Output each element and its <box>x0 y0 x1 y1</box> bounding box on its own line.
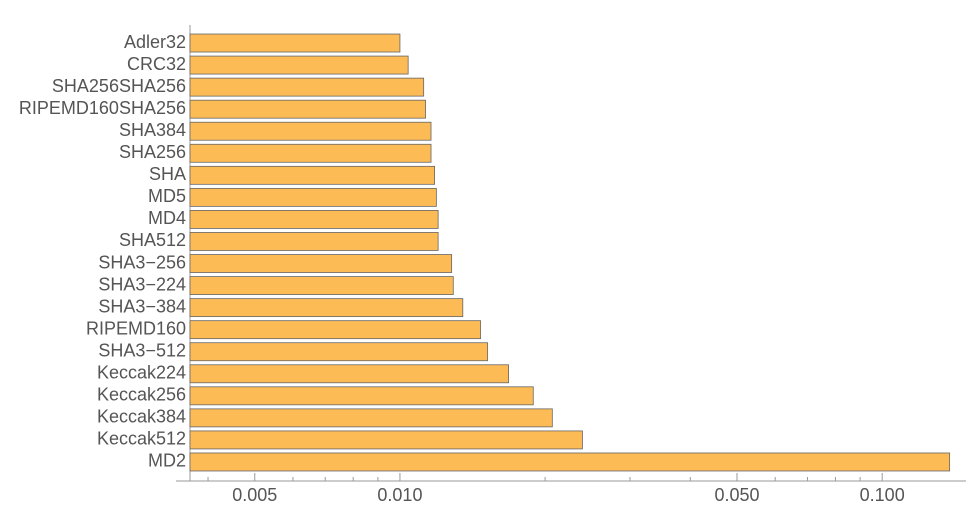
bar <box>189 386 534 406</box>
bar <box>189 99 426 119</box>
bar <box>189 55 409 75</box>
y-tick-label: MD5 <box>148 186 186 206</box>
bar <box>189 342 489 362</box>
x-tick-label: 0.050 <box>714 485 759 505</box>
bar <box>189 187 437 207</box>
y-tick-label: SHA <box>149 164 186 184</box>
bar <box>189 276 454 295</box>
bar <box>189 364 509 384</box>
bar <box>189 298 464 318</box>
y-tick-label: RIPEMD160 <box>86 318 186 338</box>
bar <box>189 232 439 251</box>
y-tick-label: SHA3−256 <box>98 252 186 272</box>
bar <box>189 254 453 273</box>
y-tick-label: SHA384 <box>119 120 186 140</box>
y-tick-label: SHA256SHA256 <box>52 76 186 96</box>
y-tick-label: MD2 <box>148 451 186 471</box>
x-tick-label: 0.005 <box>232 485 277 505</box>
y-tick-label: MD4 <box>148 208 186 228</box>
y-tick-label: Keccak256 <box>97 385 186 405</box>
x-tick-label: 0.010 <box>377 485 422 505</box>
y-tick-label: Keccak512 <box>97 429 186 449</box>
y-tick-label: Adler32 <box>124 32 186 52</box>
y-tick-label: SHA3−512 <box>98 340 186 360</box>
bar <box>189 77 425 97</box>
bar <box>189 320 482 340</box>
bar <box>189 452 951 472</box>
bar <box>189 121 432 141</box>
bar <box>189 408 553 428</box>
y-tick-label: CRC32 <box>127 54 186 74</box>
bar <box>189 210 439 229</box>
y-tick-label: SHA3−224 <box>98 274 186 294</box>
x-tick-label: 0.100 <box>860 485 905 505</box>
y-tick-label: SHA512 <box>119 230 186 250</box>
bar <box>189 165 436 185</box>
y-tick-label: Keccak224 <box>97 363 186 383</box>
y-tick-label: Keccak384 <box>97 407 186 427</box>
bar <box>189 143 432 163</box>
y-tick-label: SHA3−384 <box>98 296 186 316</box>
y-tick-label: SHA256 <box>119 142 186 162</box>
y-tick-label: RIPEMD160SHA256 <box>19 98 186 118</box>
bar <box>189 430 583 450</box>
bar <box>189 33 401 53</box>
